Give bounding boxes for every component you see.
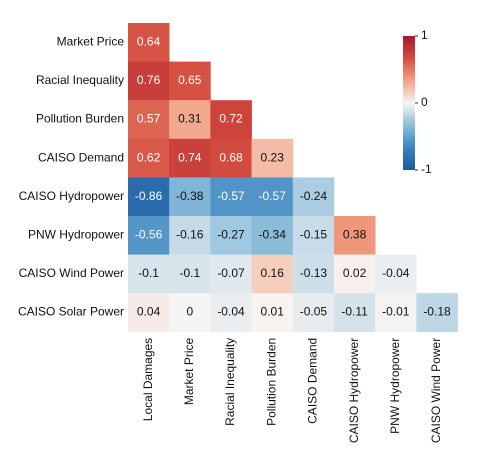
heatmap-cell [210, 177, 252, 217]
cell-label: 0.38 [343, 227, 367, 241]
heatmap-cell [292, 293, 335, 333]
heatmap-cell [128, 138, 170, 178]
heatmap-cell [251, 293, 294, 333]
heatmap-cell [251, 177, 294, 217]
cell-label: 0.65 [178, 73, 202, 87]
heatmap-cell [210, 100, 252, 140]
row-label: Pollution Burden [36, 112, 124, 126]
cell-label: 0.16 [261, 266, 285, 280]
heatmap-cell [128, 177, 170, 217]
row-label: CAISO Demand [38, 150, 124, 164]
cell-label: 0.02 [343, 266, 367, 280]
cell-label: 0.62 [137, 150, 161, 164]
cell-label: -0.05 [300, 305, 328, 319]
cell-label: 0.68 [219, 150, 243, 164]
heatmap-cell [334, 293, 376, 333]
heatmap-cell [128, 23, 170, 62]
heatmap-cell [251, 254, 294, 294]
cell-label: -0.57 [259, 189, 287, 203]
column-label: Racial Inequality [223, 338, 237, 426]
cell-label: 0.72 [219, 112, 243, 126]
cell-label: 0.31 [178, 112, 202, 126]
row-label: CAISO Wind Power [19, 266, 124, 280]
heatmap-cell [210, 254, 252, 294]
cell-label: -0.1 [138, 266, 159, 280]
heatmap-cell [169, 138, 211, 178]
heatmap-cell [169, 177, 211, 217]
cell-label: 0.04 [137, 305, 161, 319]
heatmap-cell [334, 254, 376, 294]
heatmap-cell [375, 293, 417, 333]
heatmap-cell [169, 293, 211, 333]
heatmap-cell [128, 254, 170, 294]
cell-label: -0.57 [217, 189, 245, 203]
cell-label: -0.04 [382, 266, 410, 280]
cell-label: 0.57 [137, 112, 161, 126]
cell-label: -0.86 [135, 189, 163, 203]
heatmap-cell [210, 138, 252, 178]
cell-label: -0.24 [300, 189, 328, 203]
cell-label: 0.74 [178, 150, 202, 164]
cell-label: -0.38 [176, 189, 204, 203]
heatmap-cell [128, 216, 170, 255]
colorbar-tick-label: 0 [421, 95, 428, 109]
heatmap-cell [292, 177, 335, 217]
cell-label: -0.34 [259, 227, 287, 241]
heatmap-cell [169, 61, 211, 101]
row-label: CAISO Hydropower [19, 189, 124, 203]
row-label: Market Price [57, 34, 125, 48]
colorbar-tick-label: -1 [421, 162, 432, 176]
colorbar-tick-label: 1 [421, 28, 428, 42]
column-label: PNW Hydropower [388, 338, 402, 434]
heatmap-cell [292, 216, 335, 255]
heatmap-cell [251, 216, 294, 255]
column-label: CAISO Demand [306, 338, 320, 424]
heatmap-cell [128, 61, 170, 101]
heatmap-cell [128, 100, 170, 140]
cell-label: -0.1 [179, 266, 200, 280]
cell-label: 0.64 [137, 34, 161, 48]
colorbar [403, 36, 415, 170]
column-label: CAISO Wind Power [429, 338, 443, 443]
cell-label: -0.01 [382, 305, 410, 319]
heatmap-cell [169, 216, 211, 255]
cell-label: -0.04 [217, 305, 245, 319]
heatmap-cell [416, 293, 458, 333]
cell-label: 0.23 [261, 150, 285, 164]
heatmap-cell [375, 254, 417, 294]
heatmap-cell [251, 138, 294, 178]
heatmap-cell [210, 293, 252, 333]
row-label: Racial Inequality [36, 73, 124, 87]
heatmap-cell [210, 216, 252, 255]
column-label: Local Damages [141, 338, 155, 421]
heatmap-cell [334, 216, 376, 255]
cell-label: -0.18 [423, 305, 451, 319]
cell-label: -0.16 [176, 227, 204, 241]
column-label: CAISO Hydropower [347, 338, 361, 443]
heatmap-cell [169, 100, 211, 140]
cell-label: 0.76 [137, 73, 161, 87]
cell-label: -0.56 [135, 227, 163, 241]
heatmap-cell [128, 293, 170, 333]
row-label: PNW Hydropower [28, 227, 124, 241]
cell-label: -0.15 [300, 227, 328, 241]
column-label: Pollution Burden [264, 338, 278, 426]
cell-label: -0.13 [300, 266, 328, 280]
cell-label: 0.01 [261, 305, 285, 319]
heatmap-cell [169, 254, 211, 294]
column-label: Market Price [182, 337, 196, 405]
row-label: CAISO Solar Power [18, 305, 124, 319]
cell-label: 0 [186, 305, 193, 319]
cell-label: -0.11 [341, 305, 368, 319]
cell-label: -0.07 [217, 266, 245, 280]
cell-label: -0.27 [217, 227, 245, 241]
heatmap-cell [292, 254, 335, 294]
